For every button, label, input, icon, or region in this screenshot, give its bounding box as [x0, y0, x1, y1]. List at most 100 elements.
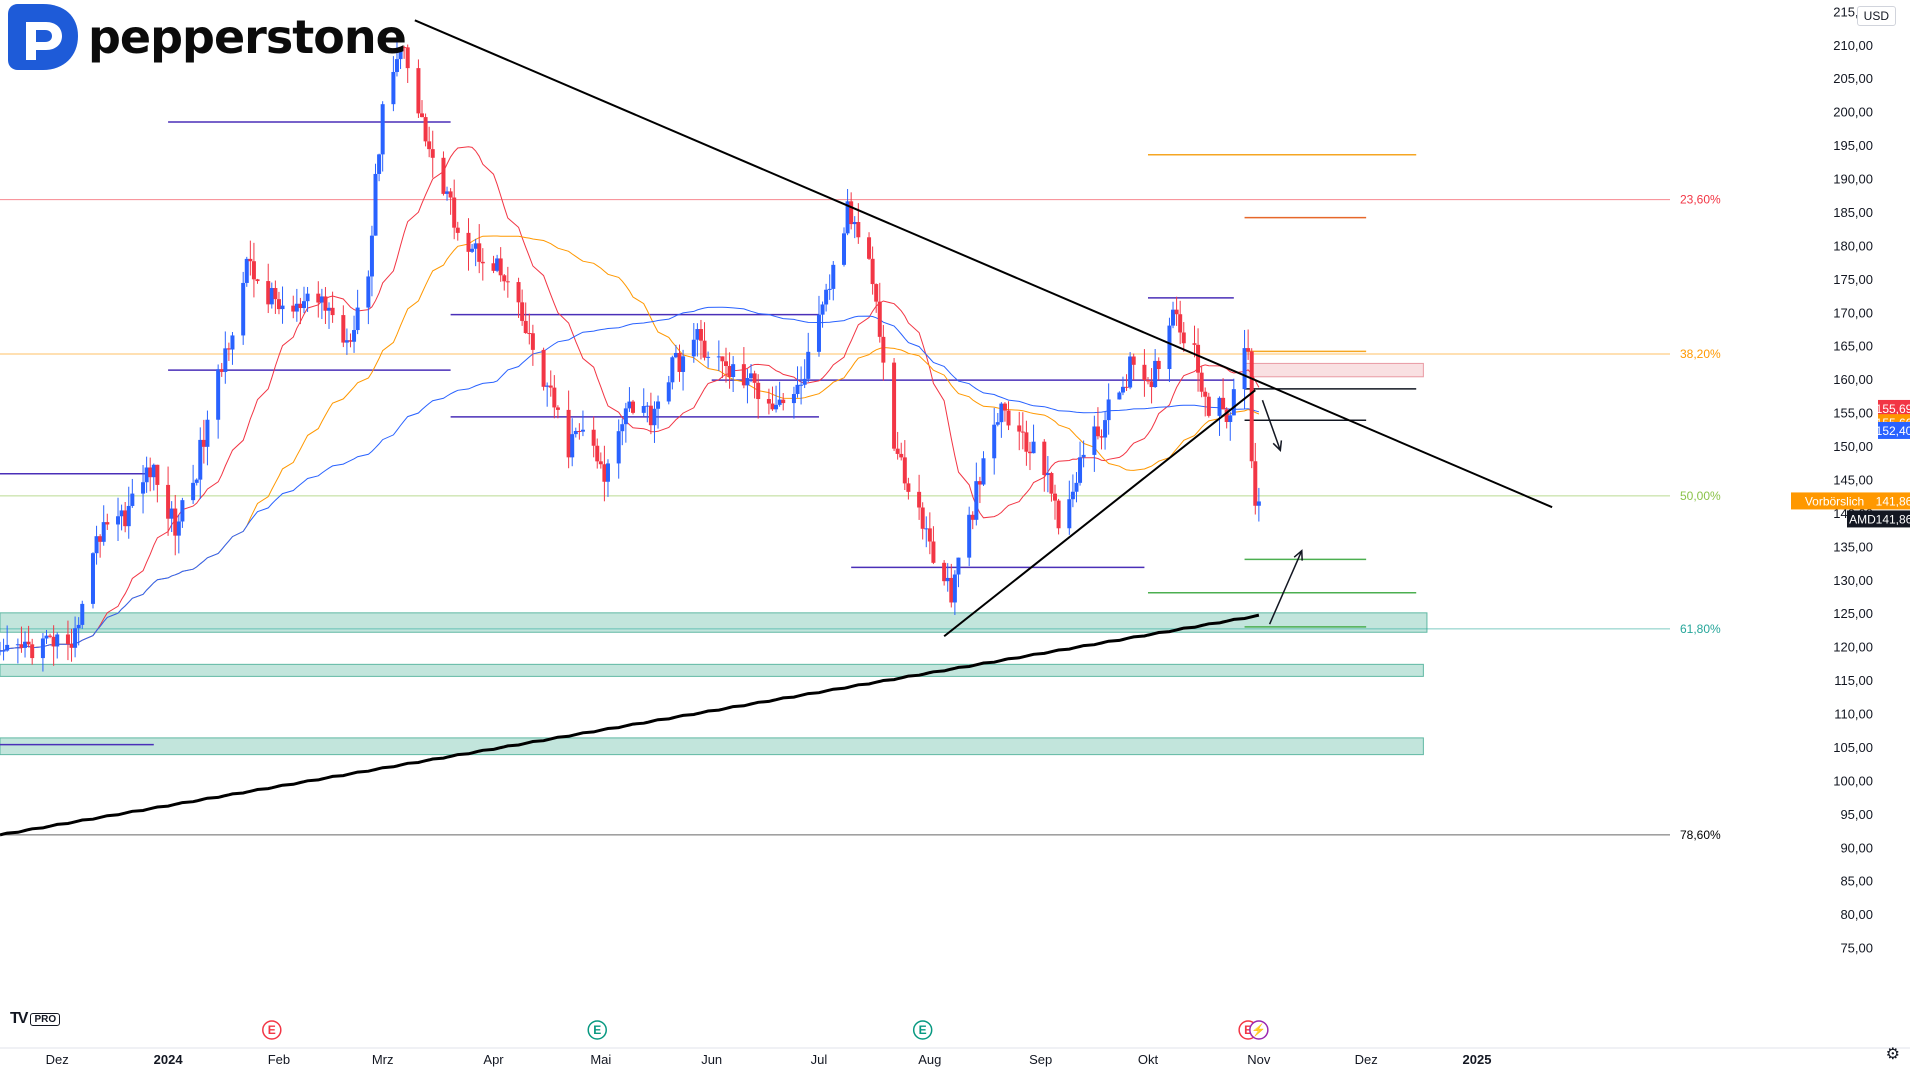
candle-body	[1149, 381, 1154, 388]
time-axis[interactable]: Dez 2024 Feb Mrz Apr Mai Jun Jul Aug Sep Okt Nov Dez…	[0, 1047, 1910, 1067]
candle-body	[98, 536, 103, 542]
candle-body	[377, 154, 382, 174]
candle-body	[580, 429, 585, 432]
candle-body	[65, 634, 70, 645]
candle-body	[226, 348, 231, 350]
candle-body	[366, 276, 371, 308]
trendlines[interactable]	[414, 19, 1553, 638]
candle-body	[1228, 415, 1233, 422]
price-label-bg	[1878, 492, 1910, 510]
tradingview-logo: TV	[10, 1010, 29, 1027]
candle-body	[319, 296, 324, 303]
candle-body	[405, 47, 410, 69]
gear-icon[interactable]: ⚙	[1885, 1046, 1900, 1063]
candle-body	[927, 528, 932, 542]
candle-body	[631, 401, 636, 413]
candle-body	[248, 258, 253, 262]
candle-body	[548, 385, 553, 388]
fib-label-2: 38,20%	[1680, 347, 1721, 361]
candle-body	[831, 264, 836, 289]
candle-body	[26, 641, 31, 645]
candle-body	[144, 467, 149, 483]
candle-body	[602, 464, 607, 482]
candle-body	[720, 356, 725, 362]
candle-body	[749, 373, 754, 379]
event-label: E	[1244, 1023, 1252, 1037]
candle-body	[970, 514, 975, 520]
candle-body	[1171, 309, 1176, 326]
candle-body	[191, 482, 196, 501]
event-markers[interactable]: E E E E ⚡	[262, 1020, 1269, 1040]
event-marker	[912, 1020, 933, 1040]
candle-body	[931, 541, 936, 563]
y-tick-label: 210,00	[1833, 38, 1873, 53]
candle-body	[566, 409, 571, 458]
candle-body	[298, 303, 303, 309]
candle-body	[40, 638, 45, 659]
x-tick-label: Jun	[701, 1052, 722, 1067]
candle-body	[1124, 386, 1129, 388]
event-label: ⚡	[1251, 1023, 1266, 1037]
price-label-text: 141,86	[1876, 494, 1910, 508]
y-tick-label: 175,00	[1833, 272, 1873, 287]
candle-body	[573, 430, 578, 435]
candle-body	[1221, 397, 1226, 410]
y-tick-label: 150,00	[1833, 439, 1873, 454]
candle-body	[1081, 454, 1086, 458]
candle-body	[373, 173, 378, 236]
candle-body	[645, 405, 650, 407]
candle-body	[69, 644, 74, 648]
candle-body	[330, 307, 335, 316]
x-tick-label: Dez	[46, 1052, 69, 1067]
candle-body	[180, 500, 185, 522]
fibonacci-levels: 0,00%23,60%38,20%50,00%61,80%78,60%	[0, 193, 1721, 842]
candle-body	[244, 258, 249, 283]
x-tick-label: Dez	[1355, 1052, 1378, 1067]
candle-body	[369, 235, 374, 277]
candle-body	[820, 304, 825, 315]
candle-body	[523, 320, 528, 334]
candle-body	[952, 574, 957, 603]
candle-body	[495, 258, 500, 271]
candle-body	[555, 407, 560, 410]
candle-body	[845, 201, 850, 234]
currency-selector[interactable]: USD	[1856, 6, 1896, 26]
y-tick-label: 120,00	[1833, 640, 1873, 655]
candle-body	[352, 330, 357, 342]
candle-body	[101, 522, 106, 542]
tradingview-badge[interactable]: TV PRO	[10, 1010, 61, 1028]
fib-label-5: 78,60%	[1680, 828, 1721, 842]
candle-body	[902, 457, 907, 484]
candle-body	[55, 634, 60, 647]
candle-body	[0, 650, 2, 652]
candle-body	[348, 340, 353, 342]
candle-body	[595, 445, 600, 462]
price-axis[interactable]: 75,00 80,00 85,00 90,00 95,00 100,00 105,00 110…	[1833, 0, 1873, 956]
candle-body	[1031, 441, 1036, 454]
candle-body	[420, 113, 425, 118]
sma-200-line	[0, 613, 1260, 837]
candle-body	[731, 364, 736, 378]
candle-body	[1156, 360, 1161, 370]
candle-body	[498, 258, 503, 276]
candle-body	[974, 481, 979, 520]
candle-body	[1131, 356, 1136, 365]
x-tick-label: Mrz	[372, 1052, 394, 1067]
candle-body	[394, 59, 399, 72]
y-tick-label: 75,00	[1840, 941, 1873, 956]
candle-body	[491, 263, 496, 271]
candle-body	[155, 464, 160, 485]
candle-body	[1078, 457, 1083, 483]
candle-body	[1199, 372, 1204, 392]
x-tick-label: Nov	[1247, 1052, 1271, 1067]
candle-body	[194, 479, 199, 483]
candle-body	[341, 315, 346, 343]
candle-body	[230, 335, 235, 350]
y-tick-label: 105,00	[1833, 740, 1873, 755]
y-tick-label: 80,00	[1840, 907, 1873, 922]
candle-body	[1242, 348, 1247, 390]
candle-body	[727, 365, 732, 378]
candle-body	[1256, 501, 1261, 506]
candle-body	[105, 522, 110, 525]
